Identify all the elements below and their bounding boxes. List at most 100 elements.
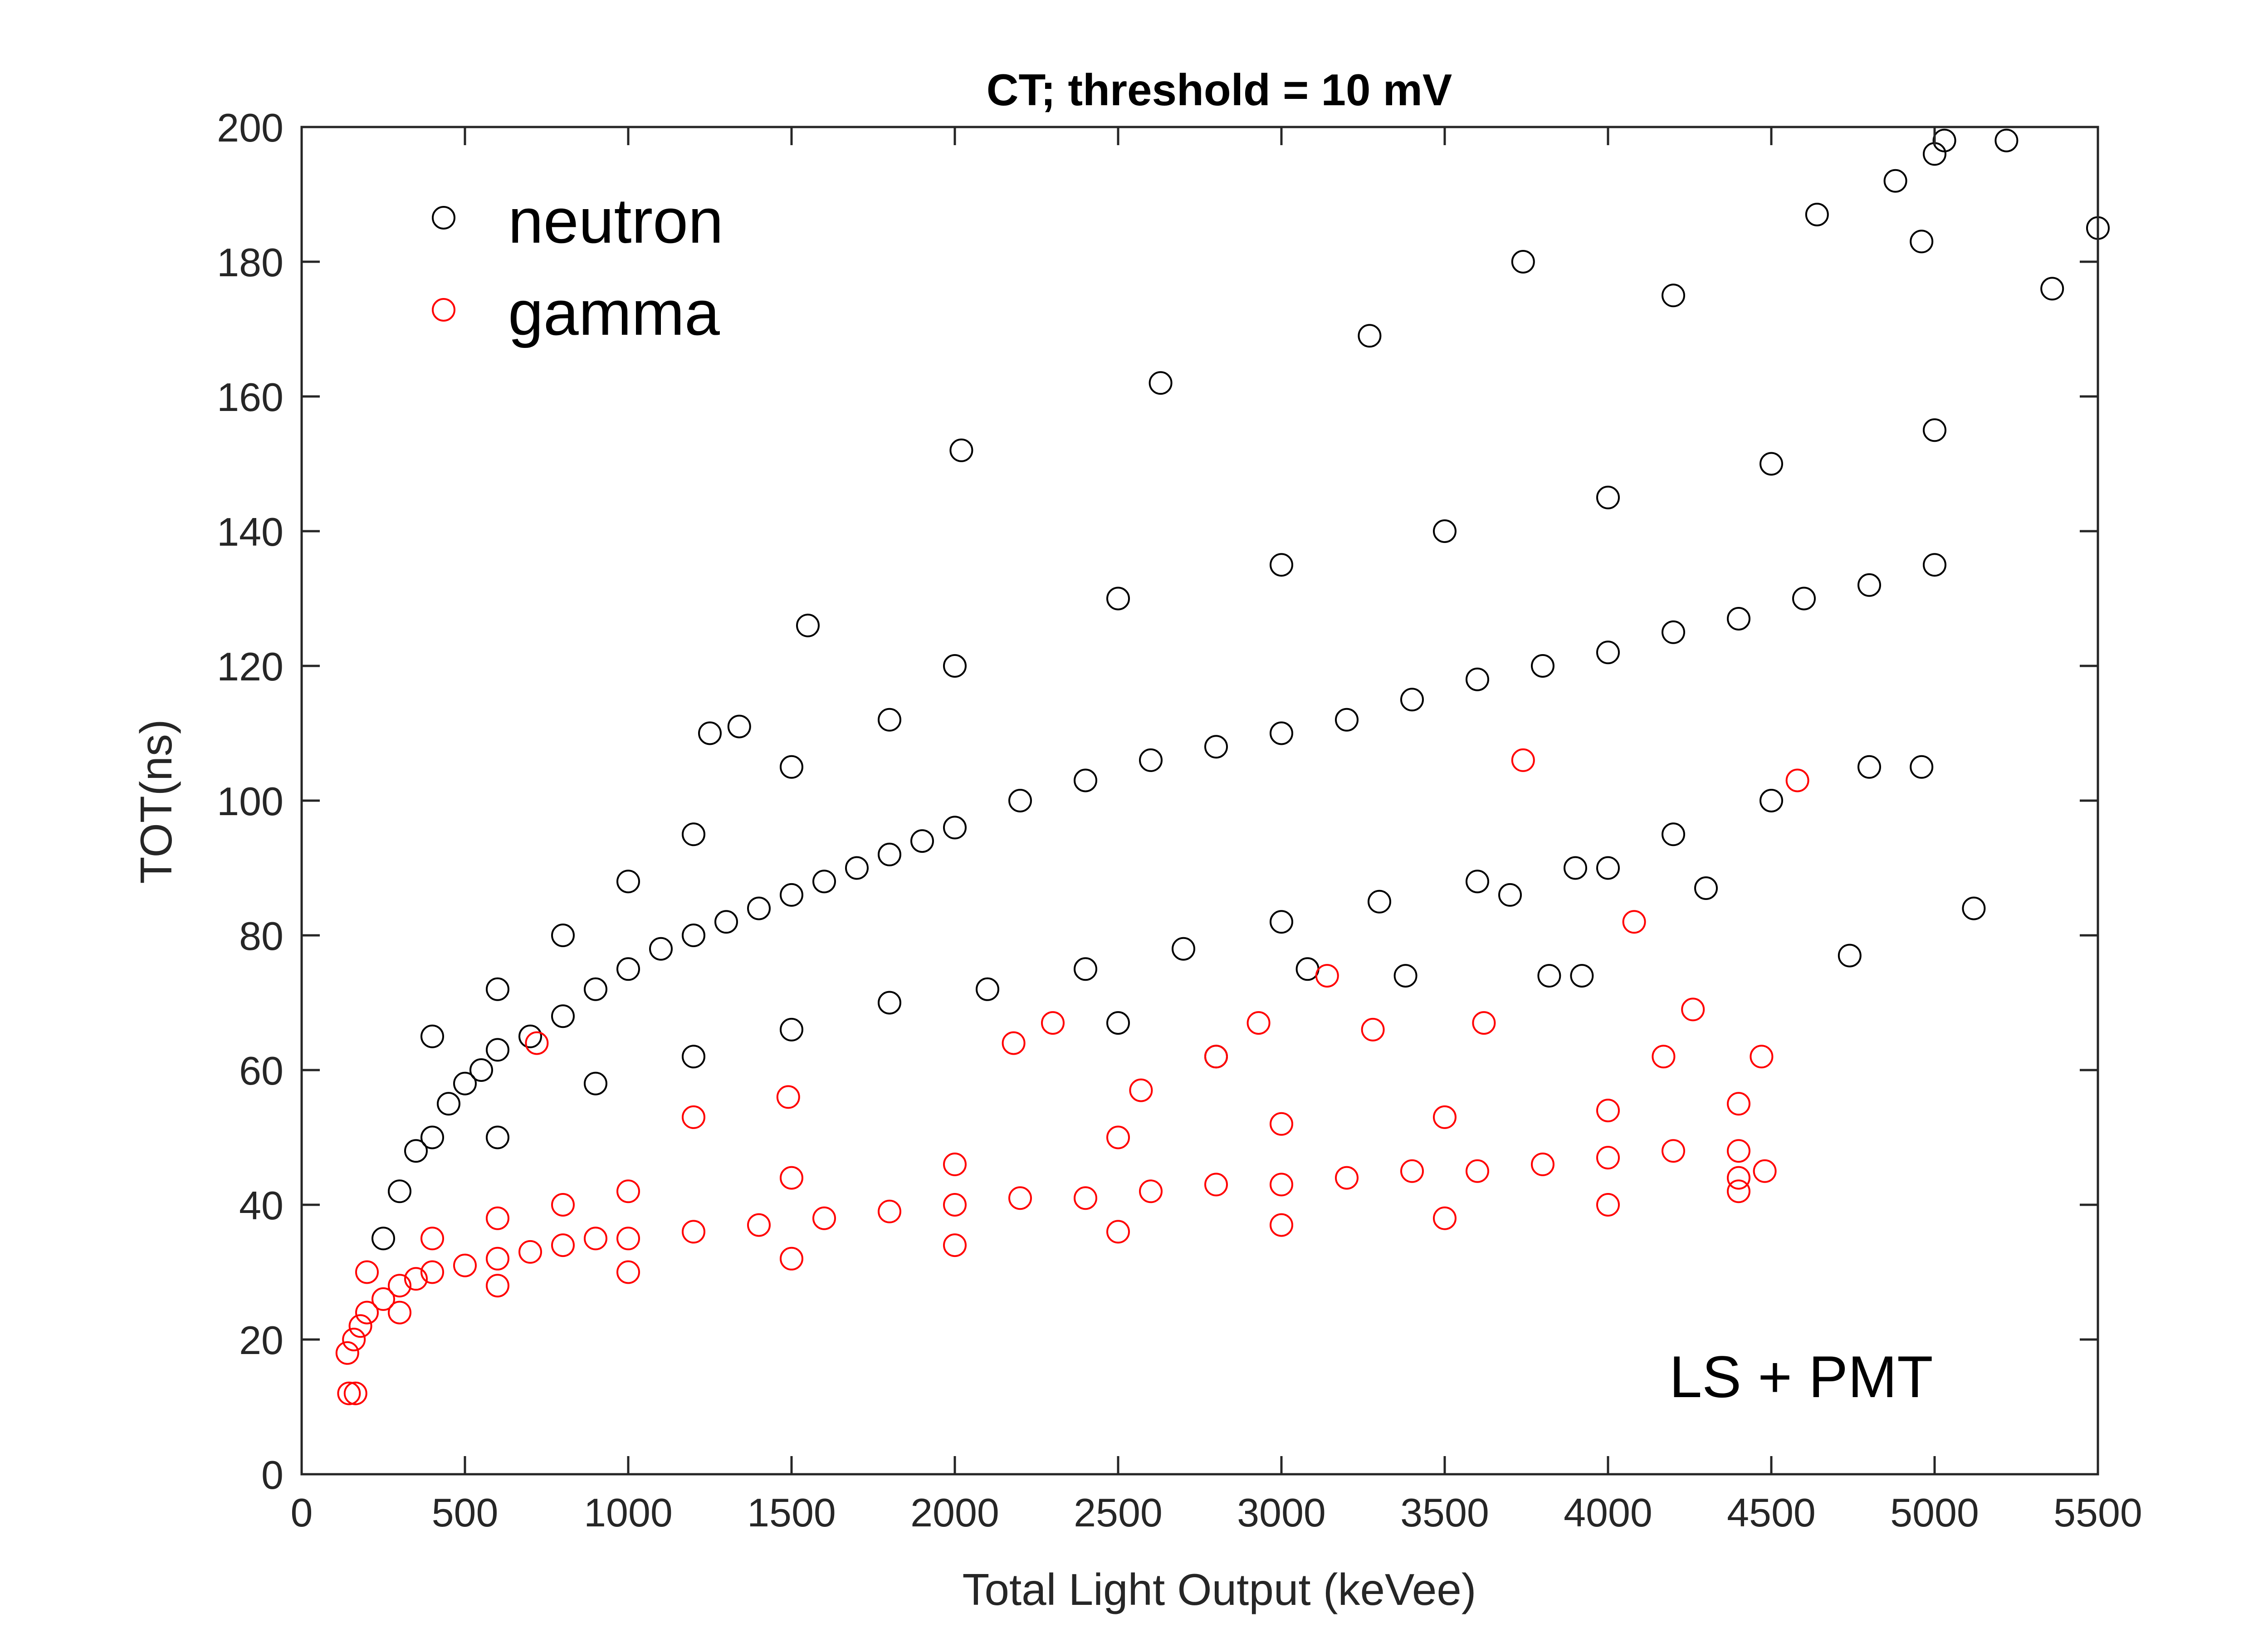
- gamma-point: [1204, 1173, 1228, 1197]
- y-tick-label: 80: [239, 914, 284, 958]
- y-tick-label: 0: [261, 1452, 284, 1497]
- x-tick-label: 5500: [2053, 1490, 2142, 1535]
- gamma-point: [355, 1301, 379, 1325]
- gamma-point: [420, 1227, 444, 1251]
- gamma-point: [1652, 1045, 1676, 1069]
- gamma-point: [1727, 1139, 1750, 1163]
- gamma-point: [1270, 1213, 1293, 1237]
- neutron-point: [780, 755, 803, 779]
- neutron-point: [910, 829, 934, 853]
- gamma-point: [486, 1247, 509, 1271]
- y-tick-label: 120: [217, 644, 284, 689]
- gamma-point: [1129, 1078, 1153, 1102]
- neutron-point: [437, 1092, 460, 1116]
- neutron-point: [1498, 883, 1522, 907]
- neutron-point: [1994, 128, 2019, 152]
- gamma-point: [1662, 1139, 1685, 1163]
- neutron-point: [1074, 768, 1097, 792]
- neutron-point: [1368, 890, 1391, 914]
- gamma-point: [1400, 1159, 1424, 1183]
- y-tick-label: 180: [217, 240, 284, 285]
- gamma-point: [1596, 1099, 1620, 1123]
- neutron-point: [1433, 519, 1457, 543]
- neutron-point: [1596, 485, 1620, 509]
- x-tick-label: 2500: [1074, 1490, 1163, 1535]
- neutron-point: [584, 1071, 607, 1095]
- neutron-point: [551, 924, 575, 947]
- neutron-point: [1910, 230, 1934, 254]
- neutron-point: [714, 910, 738, 934]
- neutron-point: [747, 896, 771, 920]
- gamma-point: [404, 1267, 428, 1291]
- neutron-point: [2040, 277, 2064, 301]
- gamma-point: [780, 1247, 803, 1271]
- neutron-point: [1358, 324, 1382, 348]
- legend-neutron-label: neutron: [508, 185, 723, 256]
- x-tick-label: 500: [432, 1490, 499, 1535]
- gamma-point: [1753, 1159, 1777, 1183]
- gamma-point: [551, 1193, 575, 1217]
- gamma-point: [1041, 1011, 1065, 1035]
- y-tick-label: 160: [217, 375, 284, 420]
- neutron-point: [1910, 755, 1934, 779]
- neutron-point: [949, 438, 973, 462]
- gamma-point: [1074, 1186, 1097, 1210]
- neutron-point: [698, 721, 722, 745]
- neutron-point: [1149, 371, 1173, 395]
- neutron-point: [551, 1004, 575, 1028]
- gamma-point: [343, 1381, 367, 1405]
- gamma-point: [337, 1381, 361, 1405]
- neutron-point: [1857, 573, 1881, 597]
- neutron-point: [1923, 553, 1946, 577]
- gamma-point: [518, 1240, 542, 1264]
- neutron-point: [1596, 640, 1620, 665]
- neutron-point: [1838, 944, 1862, 968]
- neutron-point: [976, 977, 999, 1001]
- y-tick-label: 20: [239, 1318, 284, 1363]
- y-tick-label: 140: [217, 509, 284, 554]
- gamma-point: [355, 1260, 379, 1284]
- neutron-point: [1172, 937, 1195, 961]
- neutron-point: [420, 1024, 444, 1048]
- neutron-point: [1204, 735, 1228, 759]
- gamma-point: [1750, 1045, 1774, 1069]
- gamma-point: [1106, 1220, 1130, 1244]
- gamma-point: [1002, 1031, 1026, 1055]
- gamma-point: [1315, 964, 1339, 988]
- neutron-point: [1694, 876, 1718, 900]
- gamma-point: [1511, 748, 1535, 772]
- gamma-point: [584, 1227, 607, 1251]
- gamma-point: [348, 1314, 372, 1338]
- y-tick-label: 200: [217, 105, 284, 150]
- gamma-point: [1596, 1193, 1620, 1217]
- gamma-point: [1466, 1159, 1489, 1183]
- neutron-point: [1400, 688, 1424, 712]
- neutron-point: [649, 937, 673, 961]
- gamma-point: [1008, 1186, 1032, 1210]
- neutron-point: [616, 957, 640, 981]
- neutron-point: [1792, 587, 1816, 611]
- gamma-point: [388, 1301, 411, 1325]
- gamma-point: [1727, 1092, 1750, 1116]
- neutron-point: [1270, 910, 1293, 934]
- neutron-point: [878, 708, 901, 732]
- gamma-point: [1727, 1179, 1750, 1203]
- neutron-point: [453, 1071, 477, 1095]
- neutron-point: [1962, 896, 1986, 920]
- neutron-point: [420, 1125, 444, 1149]
- neutron-point: [1596, 856, 1620, 880]
- x-axis-label: Total Light Output (keVee): [962, 1565, 1476, 1614]
- neutron-point: [616, 870, 640, 894]
- neutron-point: [1537, 964, 1561, 988]
- gamma-point: [616, 1227, 640, 1251]
- neutron-point: [780, 1017, 803, 1041]
- gamma-point: [1246, 1011, 1271, 1035]
- y-tick-label: 40: [239, 1183, 284, 1228]
- gamma-point: [682, 1105, 705, 1129]
- gamma-point: [371, 1287, 395, 1311]
- neutron-point: [518, 1024, 542, 1048]
- chart-title: CT; threshold = 10 mV: [987, 65, 1452, 115]
- neutron-point: [796, 613, 820, 637]
- neutron-point: [1008, 789, 1032, 812]
- neutron-point: [1760, 789, 1783, 812]
